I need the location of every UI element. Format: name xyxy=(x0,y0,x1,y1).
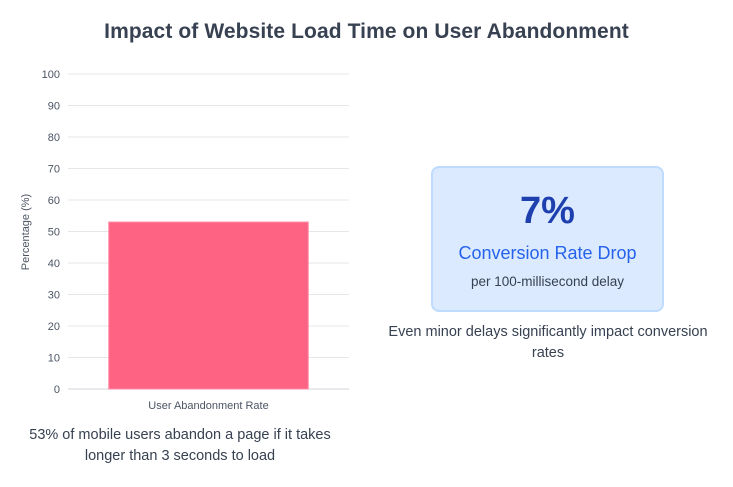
y-tick-label: 10 xyxy=(48,353,60,365)
y-tick-label: 80 xyxy=(48,132,60,144)
bars xyxy=(108,221,309,390)
x-tick-labels: User Abandonment Rate xyxy=(148,400,268,412)
chart-title: Impact of Website Load Time on User Aban… xyxy=(104,20,629,43)
y-tick-label: 20 xyxy=(48,321,60,333)
y-tick-label: 40 xyxy=(48,258,60,270)
stat-label: Conversion Rate Drop xyxy=(458,243,637,263)
y-axis-label: Percentage (%) xyxy=(20,194,32,270)
y-tick-label: 0 xyxy=(54,384,60,396)
y-tick-labels: 0 10 20 30 40 50 60 70 80 90 100 xyxy=(42,69,60,396)
y-tick-label: 100 xyxy=(42,69,60,81)
y-tick-label: 60 xyxy=(48,195,60,207)
chart-caption: 53% of mobile users abandon a page if it… xyxy=(29,427,331,464)
y-tick-label: 70 xyxy=(48,164,60,176)
stat-card: 7% Conversion Rate Drop per 100-millisec… xyxy=(431,166,664,312)
y-tick-label: 90 xyxy=(48,101,60,113)
x-tick-label: User Abandonment Rate xyxy=(148,400,268,412)
y-tick-label: 50 xyxy=(48,227,60,239)
stat-caption: Even minor delays significantly impact c… xyxy=(388,324,708,361)
stat-sub: per 100-millisecond delay xyxy=(470,274,625,289)
y-tick-label: 30 xyxy=(48,290,60,302)
stat-value: 7% xyxy=(520,190,575,232)
bar[interactable] xyxy=(108,221,309,390)
